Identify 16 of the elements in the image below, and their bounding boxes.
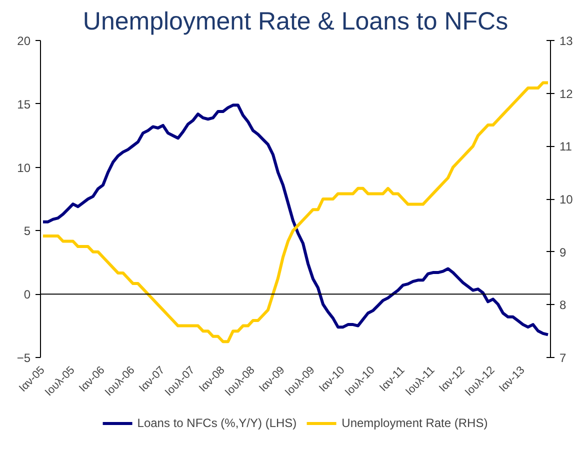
y-tick-label: 0 (24, 288, 31, 302)
chart-title: Unemployment Rate & Loans to NFCs (82, 8, 508, 36)
y-tick-label: 5 (24, 224, 31, 238)
y2-tick-label: 13 (560, 34, 574, 48)
y2-tick-label: 12 (560, 86, 574, 101)
y-tick-label: −5 (16, 351, 31, 365)
y-tick-label: 20 (17, 34, 31, 48)
y-tick-label: 15 (17, 97, 31, 112)
legend-label: Loans to NFCs (%,Y/Y) (LHS) (137, 416, 297, 430)
y2-tick-label: 7 (560, 351, 566, 365)
y2-tick-label: 8 (560, 298, 566, 312)
y2-tick-label: 11 (560, 140, 572, 154)
y-tick-label: 10 (17, 160, 31, 175)
legend-label: Unemployment Rate (RHS) (342, 416, 488, 430)
y2-tick-label: 9 (560, 245, 566, 260)
y2-tick-label: 10 (560, 192, 574, 206)
